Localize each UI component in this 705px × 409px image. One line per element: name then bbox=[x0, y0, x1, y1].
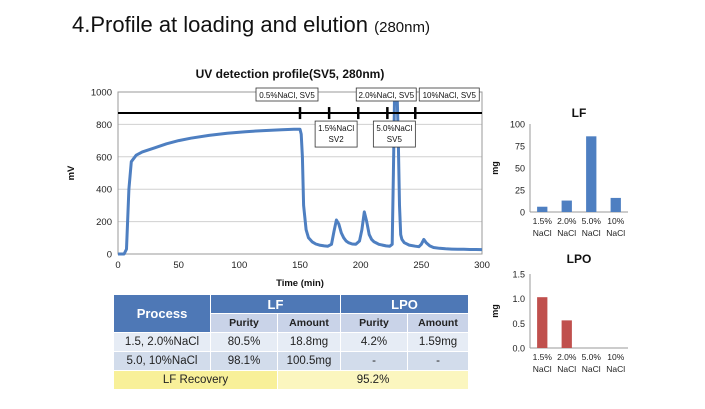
lpo-purity-cell: 4.2% bbox=[340, 332, 408, 352]
x-tick-label: 2.0% bbox=[557, 216, 577, 226]
lf-purity-cell: 98.1% bbox=[210, 351, 278, 371]
event-callout-box bbox=[314, 120, 358, 148]
lf-bar-chart: LF 0 25 50 75 100 mg 1.5% NaCl 2.0% NaCl 5.0% NaCl 10… bbox=[490, 106, 628, 238]
event-callout-label: 1.5%NaCl bbox=[318, 124, 354, 133]
x-tick-label: 5.0% bbox=[582, 352, 602, 362]
x-tick-label: NaCl bbox=[533, 364, 552, 374]
lpo-purity-cell: - bbox=[340, 351, 408, 371]
x-tick-label: 10% bbox=[607, 216, 624, 226]
y-tick-label: 75 bbox=[515, 142, 525, 152]
event-callout-label: SV2 bbox=[329, 135, 345, 144]
lpo-purity-header: Purity bbox=[340, 313, 408, 333]
process-cell: 5.0, 10%NaCl bbox=[113, 351, 211, 371]
slide-title: 4.Profile at loading and elution (280nm) bbox=[72, 12, 430, 38]
table-row: 5.0, 10%NaCl 98.1% 100.5mg - - bbox=[113, 351, 469, 371]
y-axis-label: mg bbox=[490, 161, 500, 175]
chart-title: LPO bbox=[567, 252, 592, 266]
event-callout-label: 0.5%NaCl, SV5 bbox=[259, 91, 315, 100]
bar bbox=[537, 206, 548, 212]
event-callout-box bbox=[418, 87, 480, 102]
y-tick-label: 0 bbox=[107, 250, 112, 261]
y-tick-label: 50 bbox=[515, 164, 525, 174]
y-tick-label: 1.0 bbox=[512, 294, 525, 304]
lf-purity-cell: 80.5% bbox=[210, 332, 278, 352]
x-tick-label: NaCl bbox=[582, 364, 601, 374]
lpo-amount-header: Amount bbox=[407, 313, 469, 333]
process-cell: 1.5, 2.0%NaCl bbox=[113, 332, 211, 352]
y-tick-label: 0.0 bbox=[512, 344, 525, 354]
x-tick-label: 5.0% bbox=[582, 216, 602, 226]
event-callout-box bbox=[372, 120, 416, 148]
x-tick-label: 1.5% bbox=[533, 352, 553, 362]
y-tick-label: 200 bbox=[96, 217, 112, 228]
lpo-amount-cell: - bbox=[407, 351, 469, 371]
y-axis-label: mg bbox=[490, 304, 500, 318]
lf-header: LF bbox=[210, 294, 341, 314]
y-tick-label: 0 bbox=[520, 208, 525, 218]
x-tick-label: 100 bbox=[231, 260, 247, 271]
y-tick-label: 400 bbox=[96, 185, 112, 196]
x-tick-label: 300 bbox=[474, 260, 490, 271]
lf-amount-header: Amount bbox=[277, 313, 341, 333]
bar bbox=[537, 297, 548, 348]
recovery-row: LF Recovery 95.2% bbox=[113, 370, 469, 390]
x-axis-label: Time (min) bbox=[276, 278, 324, 289]
bar bbox=[561, 200, 572, 212]
event-callout-label: 2.0%NaCl, SV5 bbox=[358, 91, 414, 100]
chart-title: LF bbox=[572, 106, 587, 120]
x-tick-label: 200 bbox=[353, 260, 369, 271]
bar bbox=[586, 136, 597, 212]
y-tick-label: 1.5 bbox=[512, 270, 525, 280]
results-table: Process LF LPO Purity Amount Purity Amou… bbox=[113, 294, 469, 390]
y-axis-label: mV bbox=[66, 165, 77, 180]
lpo-amount-cell: 1.59mg bbox=[407, 332, 469, 352]
x-tick-label: 2.0% bbox=[557, 352, 577, 362]
chart-title: UV detection profile(SV5, 280nm) bbox=[196, 67, 385, 81]
event-callout-box bbox=[255, 87, 319, 102]
lpo-header: LPO bbox=[340, 294, 469, 314]
event-callout-label: 5.0%NaCl bbox=[376, 124, 412, 133]
uv-profile-chart: UV detection profile(SV5, 280nm) 0 200 400 6… bbox=[66, 67, 490, 289]
x-tick-label: NaCl bbox=[606, 364, 625, 374]
x-tick-label: 10% bbox=[607, 352, 624, 362]
lf-amount-cell: 100.5mg bbox=[277, 351, 341, 371]
event-callout-label: 10%NaCl, SV5 bbox=[423, 91, 477, 100]
x-tick-label: 250 bbox=[413, 260, 429, 271]
x-tick-label: NaCl bbox=[606, 228, 625, 238]
uv-profile-line bbox=[118, 90, 483, 256]
bar bbox=[610, 197, 621, 212]
event-callout-label: SV5 bbox=[387, 135, 403, 144]
x-tick-label: NaCl bbox=[557, 364, 576, 374]
y-tick-label: 1000 bbox=[91, 88, 112, 99]
y-tick-label: 600 bbox=[96, 152, 112, 163]
y-tick-label: 800 bbox=[96, 120, 112, 131]
recovery-value: 95.2% bbox=[277, 370, 469, 390]
y-tick-label: 0.5 bbox=[512, 319, 525, 329]
slide-title-paren: (280nm) bbox=[374, 19, 430, 36]
slide-title-main: 4.Profile at loading and elution bbox=[72, 12, 368, 37]
table-row: 1.5, 2.0%NaCl 80.5% 18.8mg 4.2% 1.59mg bbox=[113, 332, 469, 352]
lf-purity-header: Purity bbox=[210, 313, 278, 333]
x-tick-label: NaCl bbox=[533, 228, 552, 238]
event-callout-box bbox=[355, 87, 417, 102]
x-tick-label: NaCl bbox=[582, 228, 601, 238]
x-tick-label: 150 bbox=[292, 260, 308, 271]
recovery-label: LF Recovery bbox=[113, 370, 278, 390]
x-tick-label: 0 bbox=[115, 260, 120, 271]
process-header: Process bbox=[113, 294, 211, 333]
bar bbox=[561, 320, 572, 348]
x-tick-label: 50 bbox=[173, 260, 184, 271]
y-tick-label: 100 bbox=[510, 120, 525, 130]
lf-amount-cell: 18.8mg bbox=[277, 332, 341, 352]
y-tick-label: 25 bbox=[515, 186, 525, 196]
lpo-bar-chart: LPO 0.0 0.5 1.0 1.5 mg 1.5% NaCl 2.0% NaCl 5.0% NaC… bbox=[490, 252, 628, 374]
x-tick-label: 1.5% bbox=[533, 216, 553, 226]
x-tick-label: NaCl bbox=[557, 228, 576, 238]
